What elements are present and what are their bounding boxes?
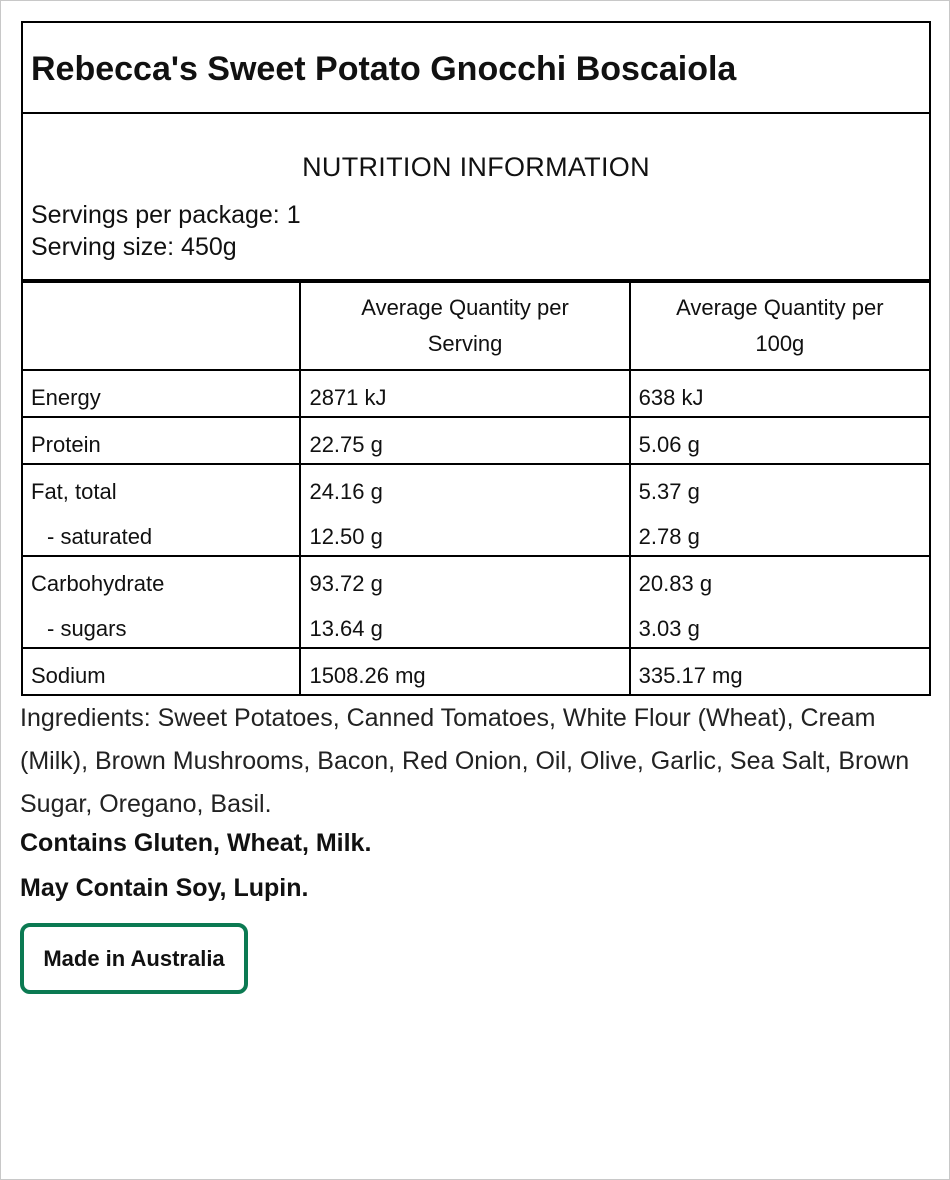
nutrient-cell: 1508.26 mg (299, 647, 631, 696)
nutrition-heading: NUTRITION INFORMATION (302, 152, 650, 182)
nutrient-value: 1508.26 mg (309, 663, 426, 688)
nutrient-name: Carbohydrate (31, 571, 165, 596)
nutrient-cell: Fat, total - saturated (20, 463, 302, 557)
nutrition-header: NUTRITION INFORMATION Servings per packa… (21, 114, 931, 281)
nutrient-name: Protein (31, 432, 101, 457)
nutrient-cell: 638 kJ (628, 369, 932, 418)
nutrient-value: 335.17 mg (638, 663, 743, 688)
product-title-box: Rebecca's Sweet Potato Gnocchi Boscaiola (21, 21, 931, 114)
nutrient-value: 13.64 g (309, 616, 383, 641)
origin-badge: Made in Australia (20, 923, 248, 994)
nutrient-row: Fat, total - saturated 24.16 g 12.50 g 5.37 … (20, 463, 932, 557)
nutrient-value: 638 kJ (638, 385, 704, 410)
nutrient-value: 5.37 g (638, 479, 700, 504)
nutrient-name: - saturated (47, 524, 153, 549)
nutrient-cell: 93.72 g 13.64 g (299, 555, 631, 649)
nutrient-value: 93.72 g (309, 571, 383, 596)
column-header: Average Quantity per 100g (628, 281, 932, 371)
nutrient-value: 3.03 g (638, 616, 700, 641)
nutrient-cell: Protein (20, 416, 302, 465)
product-title: Rebecca's Sweet Potato Gnocchi Boscaiola (31, 50, 737, 88)
nutrient-row: Protein 22.75 g 5.06 g (20, 416, 932, 465)
nutrition-table: Average Quantity per Serving Average Quan… (20, 281, 932, 696)
nutrient-name: - sugars (47, 616, 127, 641)
nutrient-cell: 24.16 g 12.50 g (299, 463, 631, 557)
nutrient-cell: Carbohydrate - sugars (20, 555, 302, 649)
nutrient-name: Energy (31, 385, 101, 410)
allergen-may-contain: May Contain Soy, Lupin. (20, 874, 309, 902)
nutrient-cell: 5.06 g (628, 416, 932, 465)
nutrient-cell: Sodium (20, 647, 302, 696)
nutrient-cell: Energy (20, 369, 302, 418)
servings-per-package: Servings per package: 1 (31, 201, 301, 229)
nutrient-value: 2871 kJ (309, 385, 387, 410)
nutrient-cell: 20.83 g 3.03 g (628, 555, 932, 649)
empty-header-cell (20, 281, 302, 371)
nutrient-name: Sodium (31, 663, 106, 688)
nutrient-row: Sodium 1508.26 mg 335.17 mg (20, 647, 932, 696)
nutrient-cell: 22.75 g (299, 416, 631, 465)
serving-size: Serving size: 450g (31, 233, 237, 261)
nutrient-value: 2.78 g (638, 524, 700, 549)
nutrient-cell: 335.17 mg (628, 647, 932, 696)
ingredients: Ingredients: Sweet Potatoes, Canned Toma… (20, 704, 910, 818)
nutrient-cell: 5.37 g 2.78 g (628, 463, 932, 557)
nutrient-name: Fat, total (31, 479, 117, 504)
nutrient-value: 24.16 g (309, 479, 383, 504)
nutrient-row: Energy 2871 kJ 638 kJ (20, 369, 932, 418)
nutrient-value: 12.50 g (309, 524, 383, 549)
nutrient-row: Carbohydrate - sugars 93.72 g 13.64 g 20.83 … (20, 555, 932, 649)
allergen-contains: Contains Gluten, Wheat, Milk. (20, 829, 372, 857)
nutrient-value: 20.83 g (638, 571, 713, 596)
header-row: Average Quantity per Serving Average Quan… (20, 281, 932, 371)
nutrient-cell: 2871 kJ (299, 369, 631, 418)
nutrient-value: 22.75 g (309, 432, 383, 457)
nutrient-value: 5.06 g (638, 432, 700, 457)
column-header: Average Quantity per Serving (299, 281, 631, 371)
